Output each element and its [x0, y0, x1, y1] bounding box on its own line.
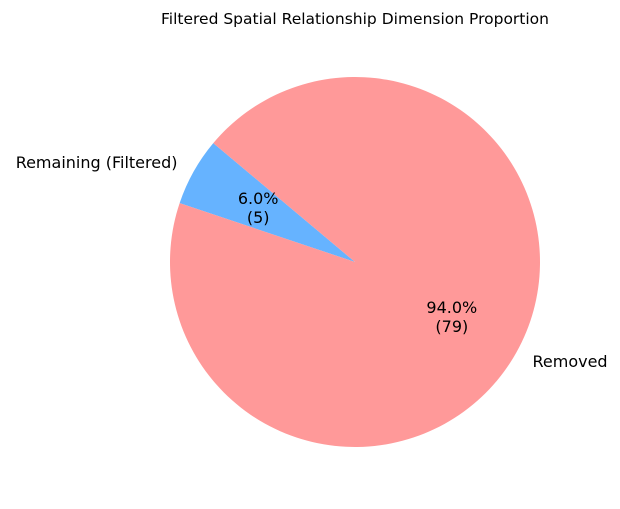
pie-slice-removed [169, 77, 540, 448]
pie-slices [169, 77, 540, 448]
slice-percent-remaining-filtered: 6.0% [238, 189, 279, 208]
slice-label-removed: Removed [532, 352, 607, 371]
slice-count-removed: (79) [435, 317, 468, 336]
slice-label-remaining-filtered: Remaining (Filtered) [16, 153, 178, 172]
chart-title: Filtered Spatial Relationship Dimension … [161, 10, 549, 28]
pie-slice-remaining-filtered [179, 143, 355, 262]
slice-percent-removed: 94.0% [426, 298, 477, 317]
slice-count-remaining-filtered: (5) [247, 208, 270, 227]
pie-labels: Remaining (Filtered) 6.0%(5) Removed 94.0%(… [16, 153, 608, 371]
